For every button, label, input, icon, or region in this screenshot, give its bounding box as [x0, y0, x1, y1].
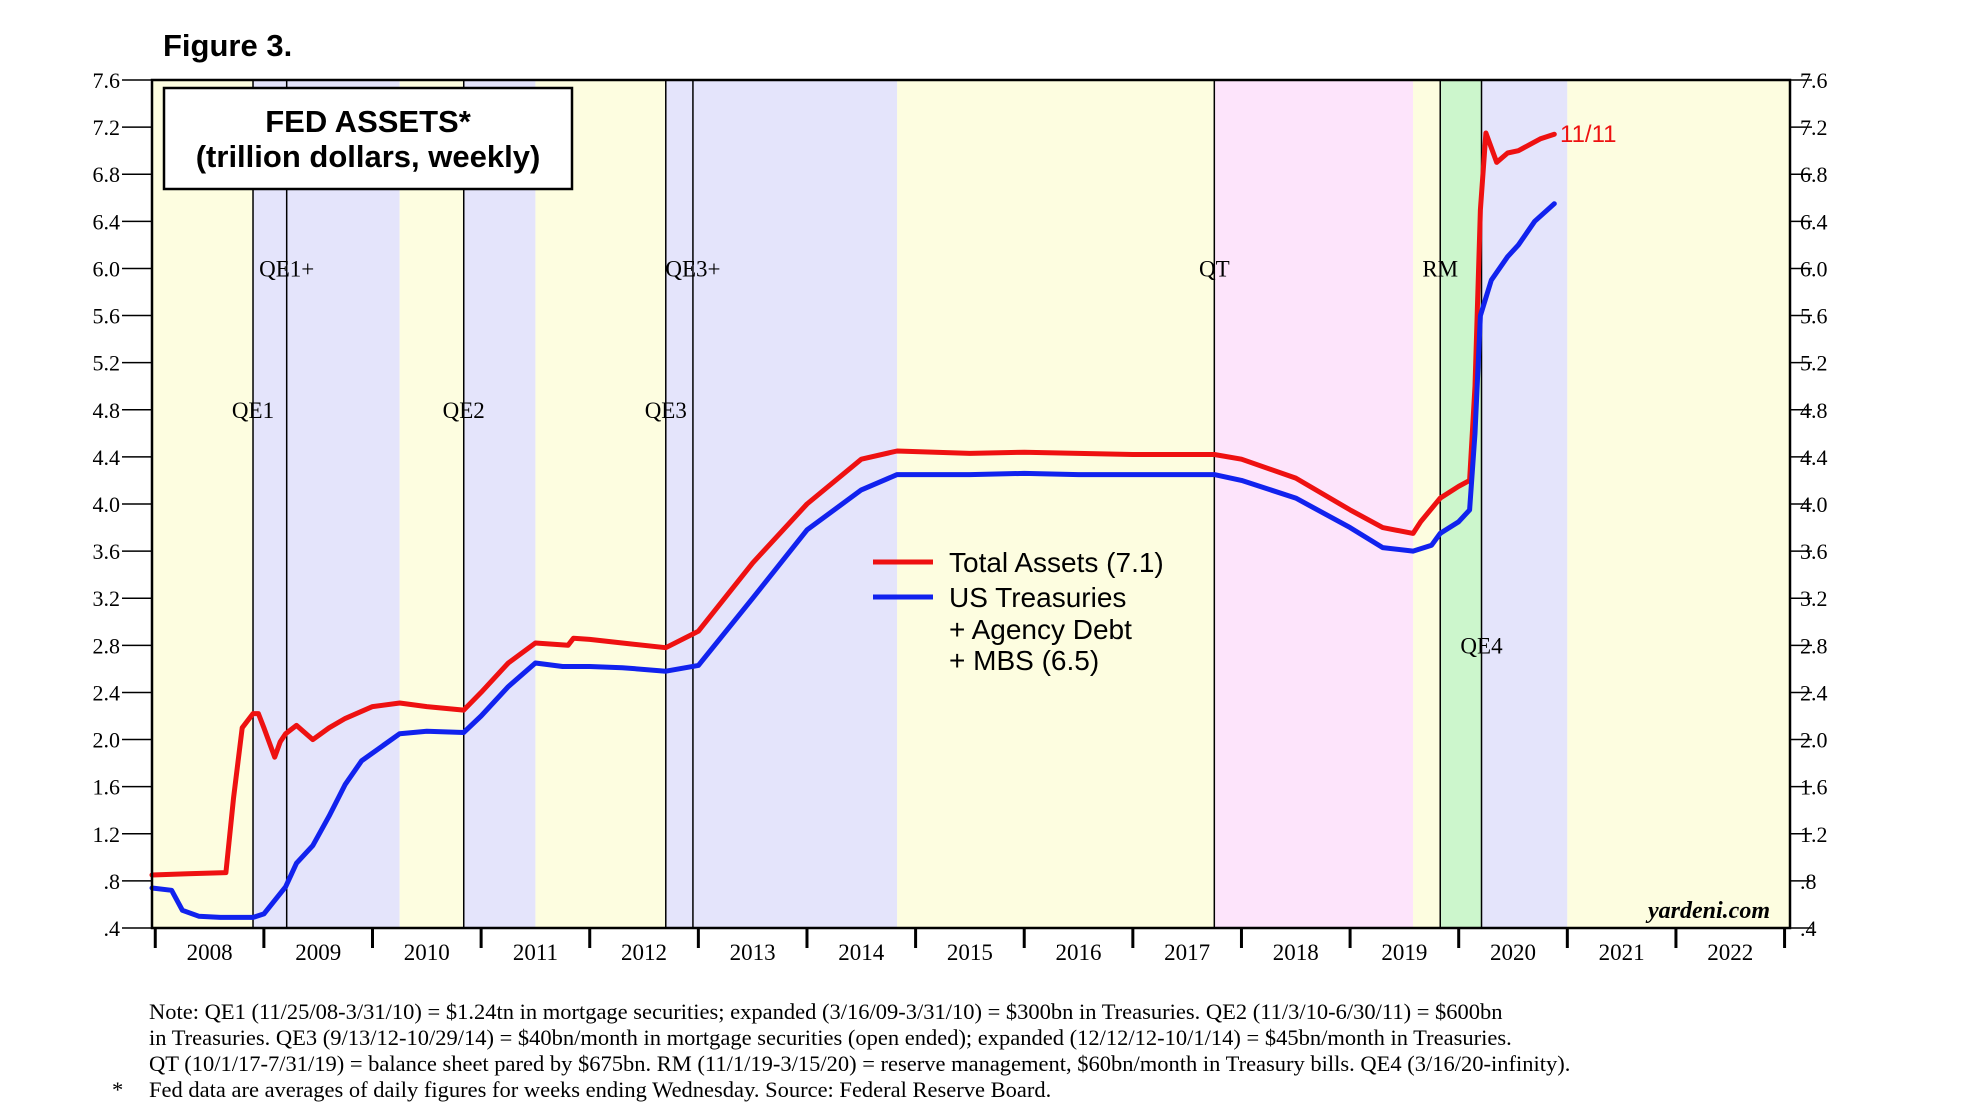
- y-tick-label-left: 3.2: [93, 586, 121, 611]
- y-tick-label-left: 2.8: [93, 633, 121, 658]
- x-tick-label: 2019: [1381, 940, 1427, 965]
- y-tick-label-left: 4.0: [93, 492, 121, 517]
- y-tick-label-left: 6.8: [93, 162, 121, 187]
- source-label: yardeni.com: [1645, 898, 1770, 924]
- shaded-period-5: [665, 80, 898, 928]
- x-tick-label: 2014: [838, 940, 885, 965]
- note-line-2: in Treasuries. QE3 (9/13/12-10/29/14) = …: [149, 1025, 1512, 1050]
- x-tick-label: 2020: [1490, 940, 1536, 965]
- x-tick-label: 2017: [1164, 940, 1210, 965]
- footnote-marker: *: [112, 1077, 124, 1102]
- y-tick-label-right: 6.0: [1800, 256, 1828, 281]
- y-tick-label-left: 7.6: [93, 68, 121, 93]
- event-label-qe4: QE4: [1460, 633, 1503, 658]
- notes: Note: QE1 (11/25/08-3/31/10) = $1.24tn i…: [112, 999, 1962, 1103]
- y-tick-label-right: 5.6: [1800, 304, 1828, 329]
- event-labels: QE1 QE1+ QE2 QE3 QE3+ QT RM QE4: [232, 256, 1503, 658]
- event-label-qe3-plus: QE3+: [665, 256, 720, 281]
- y-tick-label-right: 1.2: [1800, 822, 1828, 847]
- x-tick-label: 2012: [621, 940, 667, 965]
- y-tick-label-right: 1.6: [1800, 775, 1828, 800]
- y-tick-label-right: .4: [1800, 916, 1817, 941]
- x-tick-label: 2009: [295, 940, 341, 965]
- event-label-qe2: QE2: [443, 398, 485, 423]
- y-tick-label-right: 6.8: [1800, 162, 1828, 187]
- event-label-qt: QT: [1199, 256, 1230, 281]
- y-tick-label-right: 2.4: [1800, 680, 1828, 705]
- y-tick-label-left: 5.2: [93, 351, 121, 376]
- y-tick-label-left: 3.6: [93, 539, 121, 564]
- y-tick-label-right: .8: [1800, 869, 1817, 894]
- title-box: FED ASSETS* (trillion dollars, weekly): [162, 86, 574, 191]
- series-lines: [149, 130, 1557, 920]
- footnote-text: Fed data are averages of daily figures f…: [149, 1077, 1052, 1102]
- y-tick-label-left: .8: [104, 869, 121, 894]
- y-tick-label-right: 7.6: [1800, 68, 1828, 93]
- legend-label-treasuries-3: + MBS (6.5): [949, 645, 1099, 676]
- x-tick-label: 2015: [947, 940, 993, 965]
- y-tick-label-right: 2.0: [1800, 728, 1828, 753]
- y-tick-label-left: 4.8: [93, 398, 121, 423]
- y-tick-label-right: 4.8: [1800, 398, 1828, 423]
- event-label-qe3: QE3: [645, 398, 687, 423]
- y-tick-label-right: 3.6: [1800, 539, 1828, 564]
- y-tick-label-left: .4: [104, 916, 121, 941]
- note-line-3: QT (10/1/17-7/31/19) = balance sheet par…: [149, 1051, 1571, 1076]
- shaded-period-4: [535, 80, 666, 928]
- y-tick-label-right: 7.2: [1800, 115, 1828, 140]
- shaded-period-11: [1567, 80, 1790, 928]
- x-tick-label: 2010: [404, 940, 450, 965]
- y-tick-label-left: 2.0: [93, 728, 121, 753]
- legend: Total Assets (7.1) US Treasuries + Agenc…: [873, 547, 1164, 676]
- note-line-1: Note: QE1 (11/25/08-3/31/10) = $1.24tn i…: [149, 999, 1503, 1024]
- shaded-period-2: [399, 80, 464, 928]
- series-end-label: 11/11: [1560, 121, 1617, 148]
- axes: .4 .4 .8 .8 1.2 1.2 1.6 1.6 2.0 2.0 2.4 2.4 2.8 2.8 3.…: [93, 68, 1828, 965]
- y-tick-label-right: 6.4: [1800, 209, 1828, 234]
- y-tick-label-left: 6.4: [93, 209, 121, 234]
- legend-label-treasuries-1: US Treasuries: [949, 582, 1126, 613]
- shaded-period-1: [253, 80, 400, 928]
- x-tick-label: 2013: [730, 940, 776, 965]
- y-tick-label-right: 3.2: [1800, 586, 1828, 611]
- legend-label-total-assets: Total Assets (7.1): [949, 547, 1164, 578]
- y-tick-label-left: 6.0: [93, 256, 121, 281]
- y-tick-label-right: 2.8: [1800, 633, 1828, 658]
- x-tick-label: 2011: [513, 940, 558, 965]
- y-tick-label-left: 4.4: [93, 445, 121, 470]
- series-line-treasuries-agency-mbs: [149, 201, 1557, 920]
- y-tick-label-right: 5.2: [1800, 351, 1828, 376]
- footnote: * Fed data are averages of daily figures …: [112, 1077, 1962, 1103]
- chart-subtitle: (trillion dollars, weekly): [196, 139, 541, 174]
- x-tick-label: 2021: [1599, 940, 1645, 965]
- series-line-total-assets: [149, 130, 1557, 878]
- y-tick-label-left: 1.2: [93, 822, 121, 847]
- figure-label: Figure 3.: [163, 28, 293, 63]
- legend-label-treasuries-2: + Agency Debt: [949, 614, 1132, 645]
- x-tick-label: 2018: [1273, 940, 1319, 965]
- event-label-qe1: QE1: [232, 398, 274, 423]
- shaded-period-7: [1214, 80, 1414, 928]
- y-tick-label-left: 5.6: [93, 304, 121, 329]
- shaded-period-6: [897, 80, 1215, 928]
- chart-title: FED ASSETS*: [265, 104, 471, 139]
- fed-assets-chart: .4 .4 .8 .8 1.2 1.2 1.6 1.6 2.0 2.0 2.4 2.4 2.8 2.8 3.…: [93, 68, 1828, 965]
- y-tick-label-left: 1.6: [93, 775, 121, 800]
- y-tick-label-left: 2.4: [93, 680, 121, 705]
- shaded-period-10: [1481, 80, 1568, 928]
- event-label-rm: RM: [1422, 256, 1458, 281]
- shaded-period-3: [463, 80, 536, 928]
- x-tick-label: 2022: [1707, 940, 1753, 965]
- y-tick-label-right: 4.0: [1800, 492, 1828, 517]
- x-tick-label: 2016: [1056, 940, 1102, 965]
- shaded-period-0: [152, 80, 254, 928]
- shaded-period-9: [1440, 80, 1482, 928]
- shaded-periods: [152, 80, 1790, 928]
- y-tick-label-left: 7.2: [93, 115, 121, 140]
- x-tick-label: 2008: [187, 940, 233, 965]
- y-tick-label-right: 4.4: [1800, 445, 1828, 470]
- event-label-qe1-plus: QE1+: [259, 256, 314, 281]
